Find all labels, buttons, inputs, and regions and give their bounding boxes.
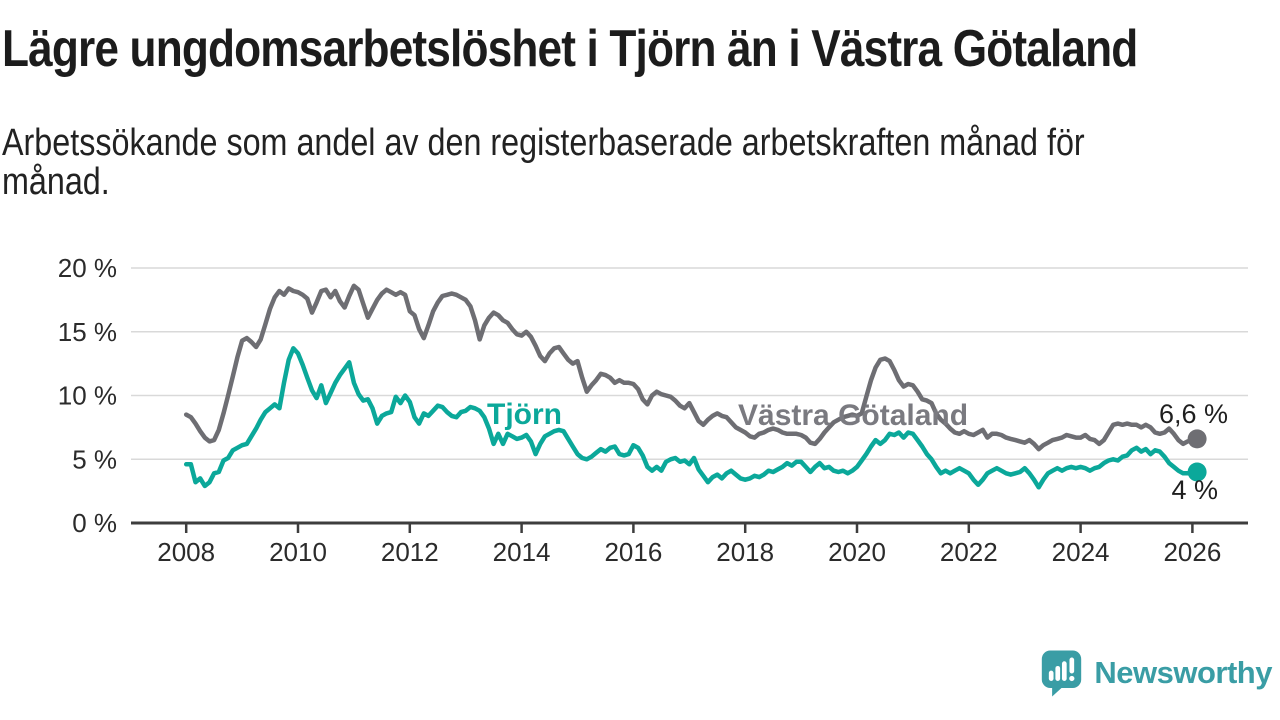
- x-tick-label: 2016: [604, 537, 662, 567]
- x-tick-label: 2014: [493, 537, 551, 567]
- x-tick-label: 2008: [157, 537, 215, 567]
- y-tick-label: 20 %: [58, 253, 117, 283]
- end-value-tjorn: 4 %: [1171, 475, 1218, 505]
- y-tick-label: 10 %: [58, 381, 117, 411]
- series-end-dots: [1187, 429, 1207, 482]
- series-lines: [183, 283, 1200, 490]
- chart-title: Lägre ungdomsarbetslöshet i Tjörn än i V…: [2, 20, 1138, 78]
- newsworthy-logo-icon: [1042, 650, 1082, 697]
- y-tick-label: 0 %: [72, 508, 117, 538]
- x-tick-label: 2010: [269, 537, 327, 567]
- logo-bar-large: [1062, 661, 1068, 681]
- series-line-tj-rn: [183, 346, 1200, 490]
- newsworthy-logo: Newsworthy: [1039, 648, 1272, 698]
- gridlines: [131, 267, 1248, 460]
- x-tick-label: 2024: [1052, 537, 1110, 567]
- series-label-tjorn: Tjörn: [487, 398, 562, 431]
- logo-bar-medium: [1055, 665, 1061, 681]
- x-tick-label: 2022: [940, 537, 998, 567]
- y-tick-label: 5 %: [72, 444, 117, 474]
- newsworthy-wordmark: Newsworthy: [1094, 655, 1272, 690]
- x-tick-label: 2018: [716, 537, 774, 567]
- x-axis-labels: 2008 2010 2012 2014 2016 2018 2020 2022 2024 2026: [157, 537, 1221, 567]
- x-tick-label: 2012: [381, 537, 439, 567]
- x-tick-label: 2020: [828, 537, 886, 567]
- line-chart: 0 %5 %10 %15 %20 % 2008 2010 2012 2014 2016 2…: [58, 253, 1248, 567]
- logo-bar-small: [1049, 670, 1054, 681]
- x-tick-label: 2026: [1163, 537, 1221, 567]
- end-value-vastra-gotaland: 6,6 %: [1159, 399, 1228, 429]
- chart-subtitle: Arbetssökande som andel av den registerb…: [2, 121, 1085, 204]
- logo-exclamation-dot: [1069, 675, 1075, 682]
- series-label-vastra-gotaland: Västra Götaland: [738, 399, 968, 432]
- end-dot: [1187, 429, 1207, 449]
- y-tick-label: 15 %: [58, 317, 117, 347]
- x-axis-ticks: [184, 523, 1194, 533]
- y-axis-labels: 0 % 5 % 10 % 15 % 20 %: [58, 253, 117, 538]
- end-dot: [1187, 462, 1207, 482]
- logo-exclamation-stem: [1069, 657, 1075, 674]
- series-line-v-stra-g-taland: [183, 283, 1200, 452]
